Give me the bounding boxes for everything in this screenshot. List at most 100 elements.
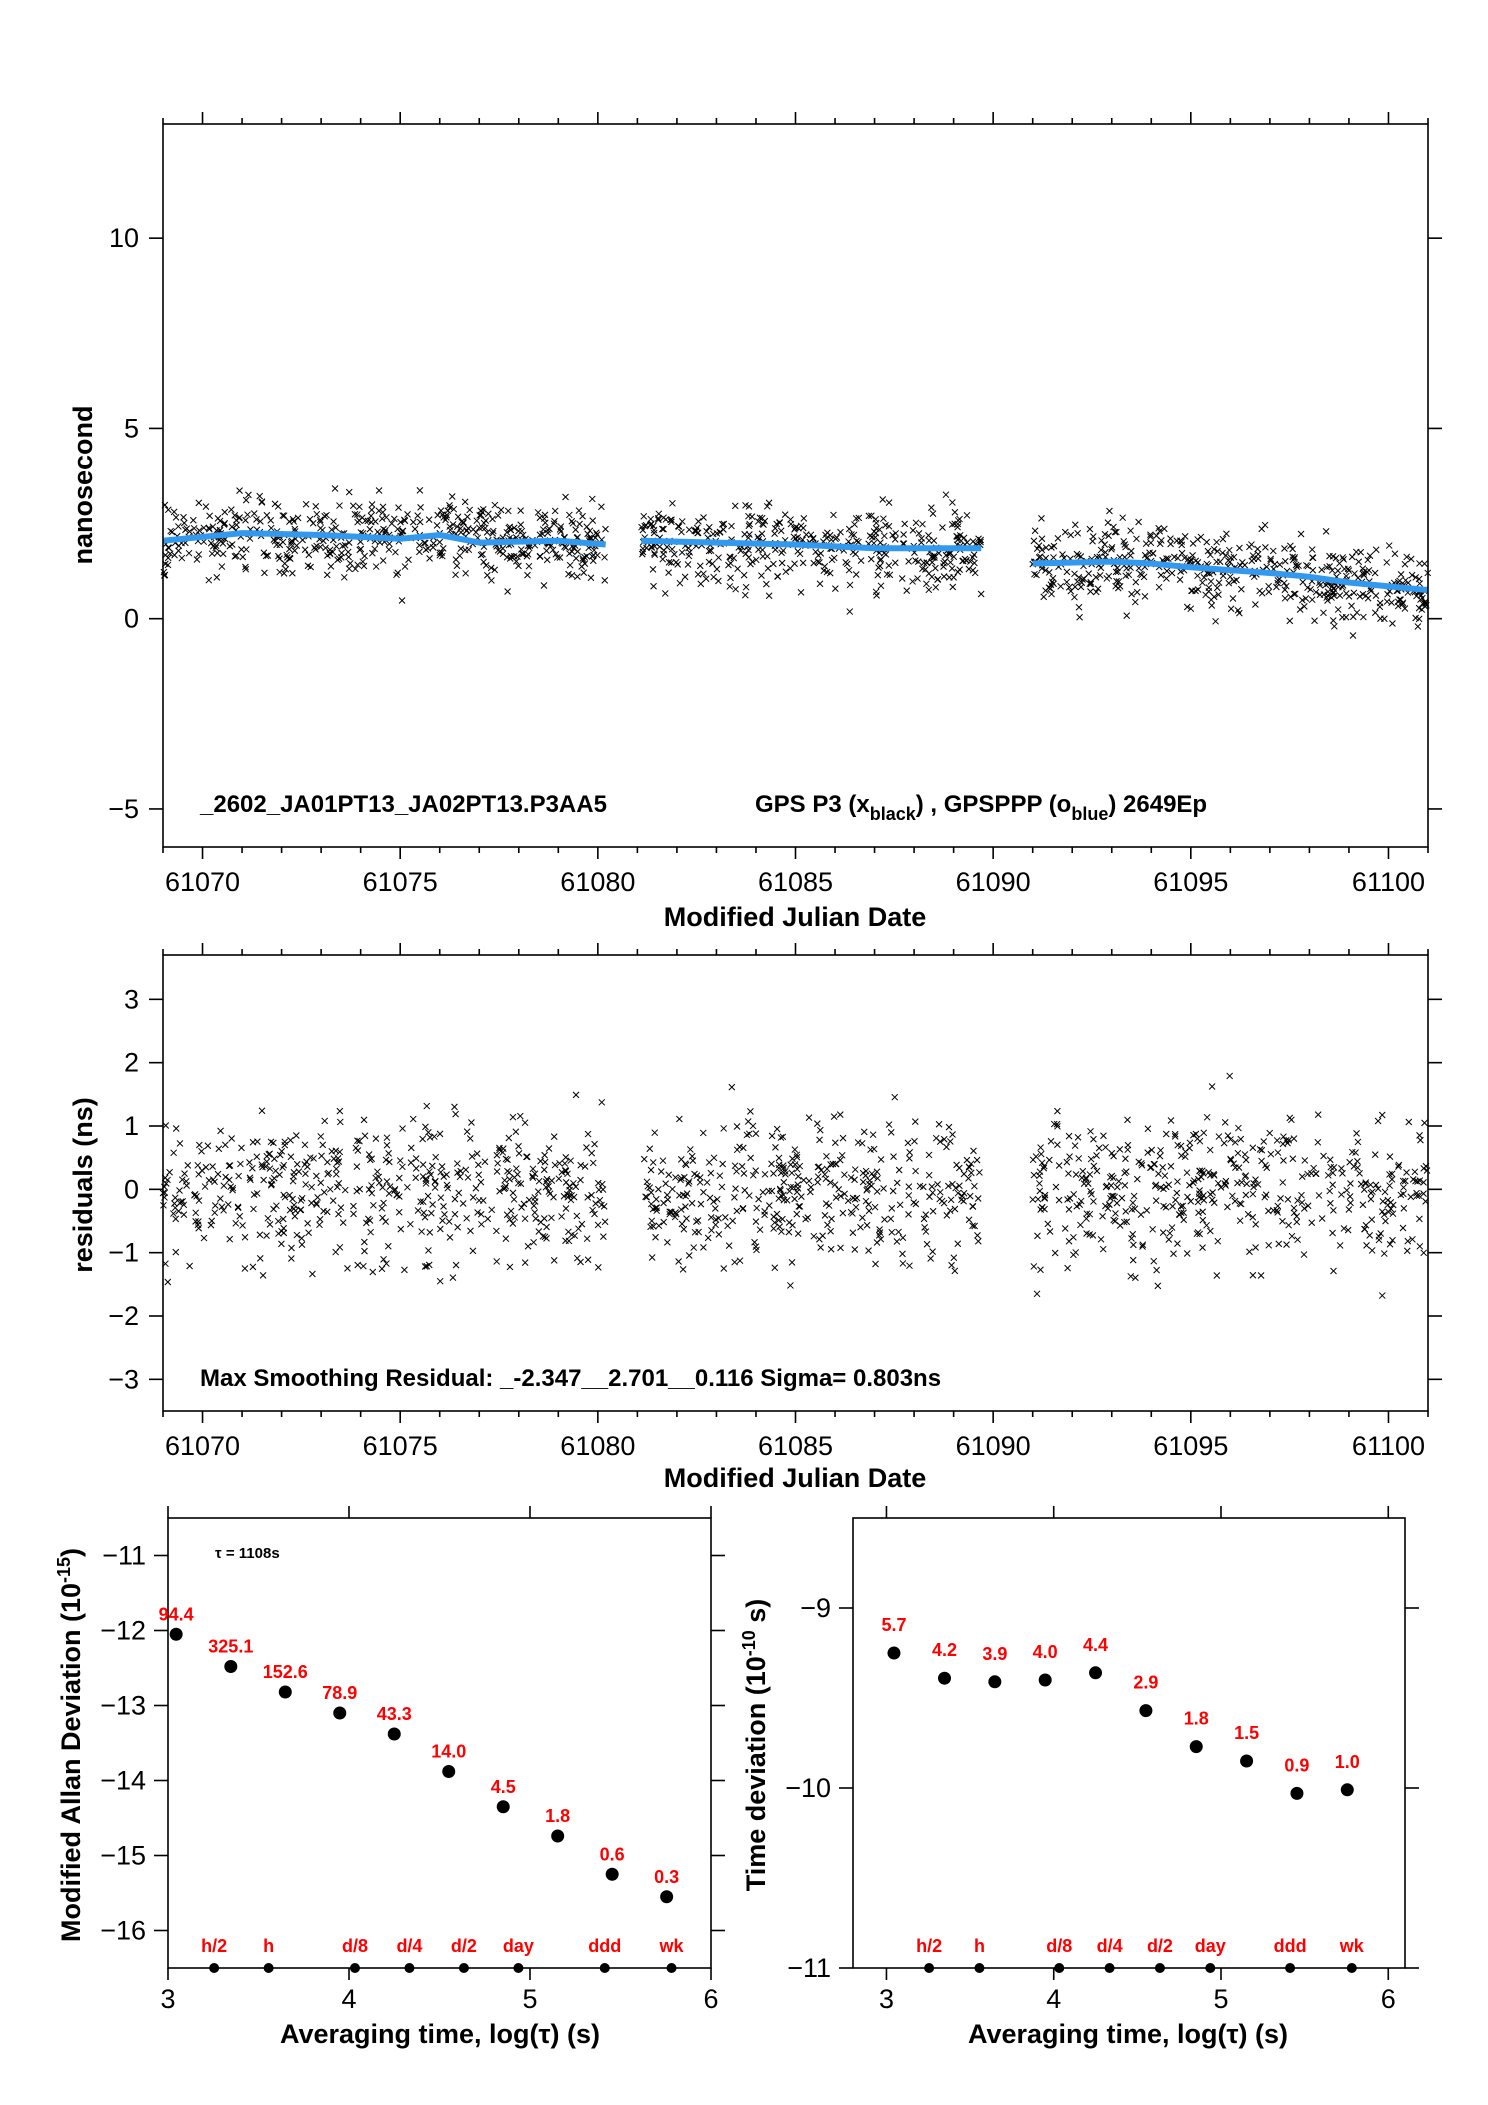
residual-point [436,1130,444,1138]
residual-point [676,1192,683,1199]
residual-point [558,1213,565,1220]
residual-point [1038,1159,1046,1167]
tdev-value-label: 1.0 [1335,1752,1360,1772]
residual-point [218,1203,226,1211]
residual-point [1346,1193,1354,1200]
residual-point [510,1196,518,1203]
gps-p3-point [1248,557,1256,565]
residual-point [399,1125,406,1132]
gps-p3-point [275,552,282,560]
residual-point [945,1123,953,1131]
residual-point [731,1162,739,1170]
gps-p3-point [886,571,894,579]
residual-point [594,1221,602,1229]
gps-p3-point [507,552,515,560]
allan-points: 94.4325.1152.678.943.314.04.51.80.60.3h/… [159,1604,685,1973]
residual-point [1273,1137,1281,1144]
gps-p3-point [286,545,293,553]
residual-point [1041,1191,1049,1199]
residual-point [1129,1256,1137,1264]
gps-p3-point [1267,557,1274,565]
residual-point [780,1196,788,1204]
allan-point [278,1685,292,1699]
residual-point [1206,1146,1214,1154]
gps-p3-point [301,546,309,554]
gps-p3-point [1322,528,1330,535]
residual-point [1121,1182,1129,1189]
residual-point [309,1270,316,1278]
residual-point [336,1107,344,1115]
residual-point [662,1180,670,1187]
residual-point [859,1169,867,1177]
residual-point [1377,1230,1385,1237]
residual-point [713,1195,721,1203]
residual-point [302,1181,310,1188]
gps-p3-point [480,519,488,527]
residual-point [375,1179,383,1187]
residual-point [577,1176,584,1184]
gps-p3-point [282,565,290,573]
gps-p3-point [1350,589,1358,597]
gps-p3-point [392,548,399,556]
residual-point [350,1202,357,1210]
residual-point [1338,1191,1345,1198]
residual-point [1345,1206,1353,1213]
gps-p3-point [880,515,887,523]
residual-point [849,1210,856,1217]
tdev-time-marker-label: h/2 [916,1936,942,1956]
residual-point [1304,1202,1312,1210]
residual-point [215,1145,223,1153]
residual-point [1083,1215,1090,1223]
residual-point [1252,1244,1259,1251]
residual-point [537,1218,545,1226]
residual-point [1170,1250,1177,1258]
residual-point [1113,1183,1121,1191]
residual-point [1339,1169,1346,1177]
residual-point [1417,1136,1424,1144]
residual-point [200,1234,208,1242]
residual-point [256,1231,264,1239]
gps-p3-point [1038,546,1046,554]
gps-p3-point [457,545,465,552]
gps-p3-point [1057,582,1064,590]
gps-p3-point [940,573,948,580]
residuals-xtick-label: 61085 [758,1431,833,1461]
time-series-xtick-label: 61085 [758,867,833,897]
residual-point [356,1137,363,1145]
residual-point [926,1193,933,1201]
residual-point [699,1129,707,1137]
allan-ytick-label: −14 [100,1766,146,1796]
residuals-ytick-label: 3 [124,984,139,1014]
residual-point [874,1174,881,1182]
residual-point [1403,1169,1410,1176]
gps-p3-point [399,527,407,535]
residual-point [222,1173,229,1181]
residual-point [1122,1155,1129,1163]
residual-point [241,1233,249,1241]
residual-point [1389,1236,1396,1244]
gps-p3-point [1121,553,1129,561]
gps-p3-point [411,525,419,533]
residual-point [672,1174,679,1181]
residual-point [475,1171,483,1179]
gps-p3-point [707,547,715,554]
residual-point [246,1159,253,1166]
residual-point [401,1266,408,1274]
residual-point [889,1187,897,1195]
run-id-label: _2602_JA01PT13_JA02PT13.P3AA5 [199,791,607,818]
residual-point [1413,1192,1421,1200]
gps-p3-point [592,534,599,542]
gps-p3-point [519,531,527,539]
gps-p3-point [1132,578,1140,586]
residual-point [211,1202,219,1209]
gps-p3-point [267,517,275,524]
residual-point [437,1168,445,1176]
residual-point [1169,1202,1176,1210]
residual-point [382,1156,390,1164]
gps-p3-point [447,526,454,534]
gps-p3-point [549,546,557,554]
gps-p3-point [354,518,361,526]
allan-point [660,1890,674,1904]
residual-point [280,1161,288,1169]
residual-point [1420,1179,1427,1186]
